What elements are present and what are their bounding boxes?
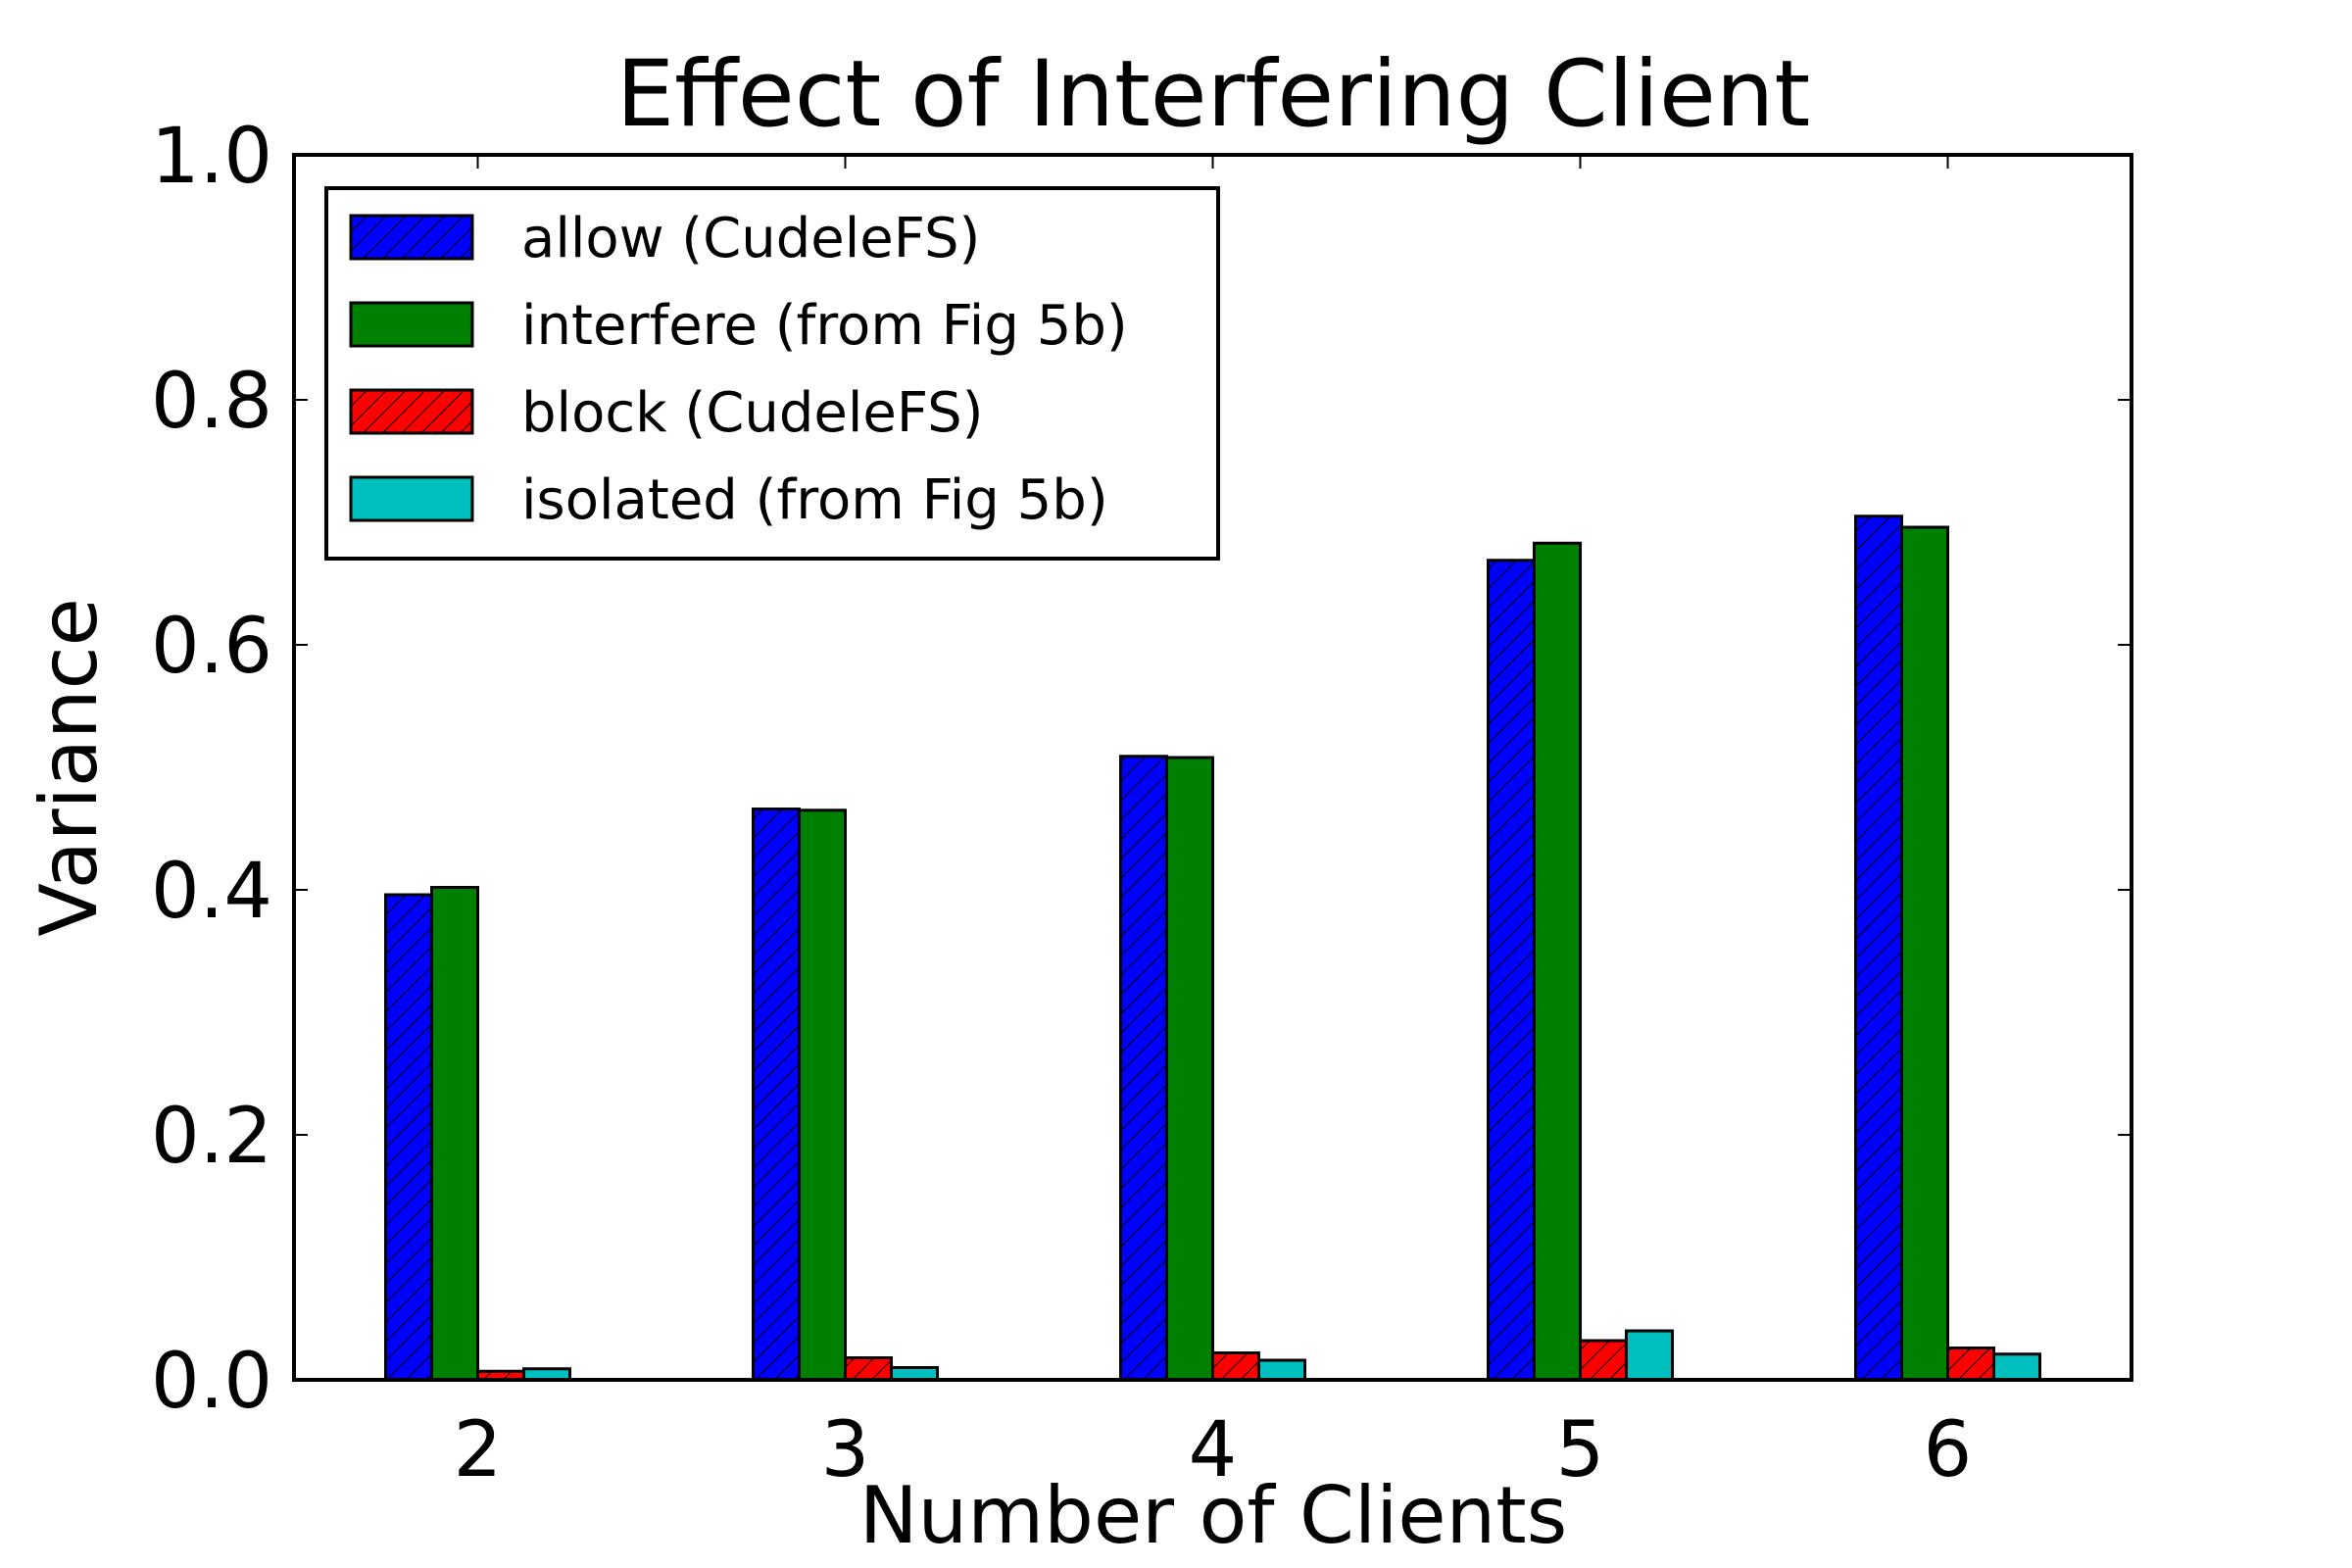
x-tick-label: 4 — [1189, 1406, 1238, 1494]
x-tick-label: 6 — [1924, 1406, 1973, 1494]
bar-3-series-2 — [798, 808, 847, 1382]
legend-swatch-4 — [349, 475, 474, 522]
legend-swatch-1 — [349, 214, 474, 261]
legend-label-2: interfere (from Fig 5b) — [521, 294, 1128, 358]
bar-5-series-4 — [1625, 1329, 1674, 1382]
y-tick-label: 0.0 — [151, 1338, 272, 1426]
x-tick-label: 5 — [1556, 1406, 1605, 1494]
y-axis-label: Variance — [24, 598, 115, 937]
bar-6-series-3 — [1946, 1347, 1995, 1382]
legend-label-4: isolated (from Fig 5b) — [521, 468, 1108, 532]
legend-swatch-3 — [349, 388, 474, 435]
chart-title: Effect of Interfering Client — [616, 41, 1810, 148]
y-tick-label: 1.0 — [151, 113, 272, 201]
y-tick-label: 0.8 — [151, 358, 272, 446]
bar-4-series-2 — [1165, 756, 1214, 1382]
x-tick-label: 3 — [821, 1406, 870, 1494]
y-tick-label: 0.6 — [151, 603, 272, 691]
bars-layer — [384, 514, 2041, 1382]
legend-label-1: allow (CudeleFS) — [521, 207, 980, 270]
bar-4-series-4 — [1257, 1358, 1306, 1382]
x-axis-label: Number of Clients — [859, 1470, 1568, 1561]
ticks-layer: 2 3 4 5 6 0.0 0.2 0.4 0.6 0.8 1.0 — [151, 113, 2132, 1494]
y-tick-label: 0.2 — [151, 1093, 272, 1181]
bar-6-series-2 — [1900, 525, 1949, 1382]
bar-6-series-1 — [1854, 514, 1903, 1382]
x-tick-label: 2 — [454, 1406, 503, 1494]
bar-5-series-2 — [1533, 541, 1582, 1382]
legend: allow (CudeleFS) interfere (from Fig 5b) b… — [324, 186, 1220, 561]
bar-2-series-1 — [384, 893, 433, 1382]
y-tick-label: 0.4 — [151, 848, 272, 936]
legend-swatch-2 — [349, 301, 474, 348]
bar-3-series-3 — [844, 1356, 893, 1382]
bar-4-series-1 — [1119, 755, 1168, 1382]
bar-6-series-4 — [1992, 1352, 2041, 1382]
bar-5-series-1 — [1487, 559, 1536, 1382]
bar-3-series-1 — [752, 808, 801, 1382]
legend-frame — [324, 186, 1220, 561]
plot-frame — [292, 153, 2133, 1382]
legend-label-3: block (CudeleFS) — [521, 381, 983, 445]
bar-5-series-3 — [1579, 1339, 1628, 1382]
bar-2-series-2 — [430, 886, 479, 1382]
bar-4-series-3 — [1211, 1351, 1260, 1382]
